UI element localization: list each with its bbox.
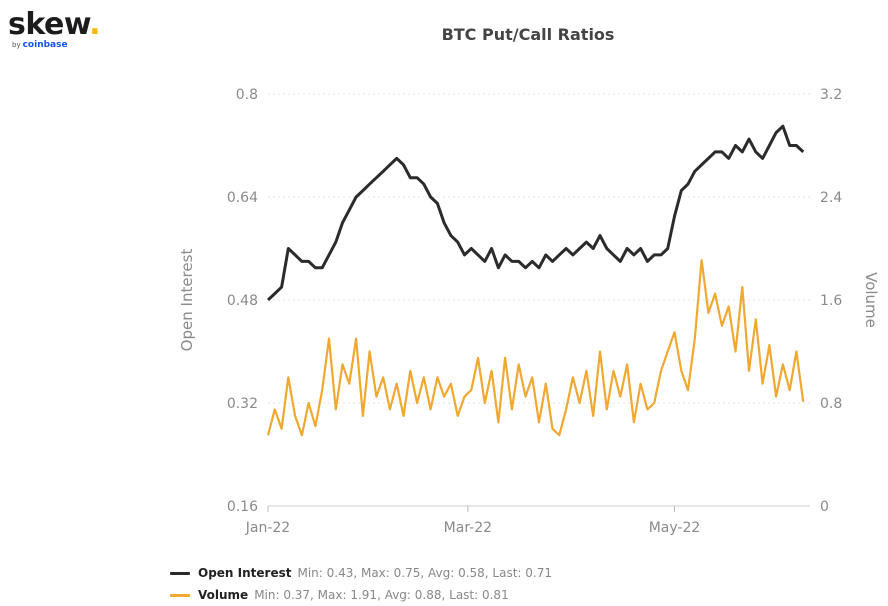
- legend-item-open-interest[interactable]: Open Interest Min: 0.43, Max: 0.75, Avg:…: [170, 562, 552, 584]
- x-tick-label: Jan-22: [245, 520, 290, 536]
- put-call-chart: BTC Put/Call Ratios 0.80.640.480.320.16 …: [178, 25, 880, 536]
- x-tick-label: Mar-22: [444, 520, 492, 536]
- y-tick-right-label: 2.4: [820, 190, 842, 206]
- chart-title: BTC Put/Call Ratios: [442, 25, 615, 44]
- legend-stats-open-interest: Min: 0.43, Max: 0.75, Avg: 0.58, Last: 0…: [297, 566, 552, 580]
- x-axis: Jan-22 Mar-22 May-22: [245, 506, 701, 536]
- logo-by: by: [12, 41, 21, 49]
- legend-name-open-interest: Open Interest: [198, 566, 292, 580]
- y-axis-left: 0.8 0.64 0.48 0.32 0.16: [227, 87, 258, 515]
- y-axis-left-label: Open Interest: [178, 249, 196, 352]
- y-tick-right-label: 0.8: [820, 396, 842, 412]
- series-line-volume: [266, 259, 805, 437]
- legend-name-volume: Volume: [198, 588, 249, 602]
- y-tick-left-label: 0.64: [227, 190, 258, 206]
- y-tick-left-label: 0.32: [227, 396, 258, 412]
- series-layer: [266, 124, 805, 437]
- logo-wordmark: skew.: [8, 7, 101, 42]
- y-axis-right-label: Volume: [862, 272, 880, 328]
- legend-swatch-open-interest: [170, 571, 190, 575]
- chart-legend: Open Interest Min: 0.43, Max: 0.75, Avg:…: [170, 562, 552, 606]
- y-tick-left-label: 0.48: [227, 293, 258, 309]
- x-tick-label: May-22: [649, 520, 701, 536]
- y-tick-right-label: 0: [820, 499, 829, 515]
- logo-subtitle: by coinbase: [12, 40, 100, 50]
- y-tick-right-label: 3.2: [820, 87, 842, 103]
- y-tick-left-label: 0.16: [227, 499, 258, 515]
- skew-logo: skew. by coinbase: [8, 7, 101, 51]
- legend-swatch-volume: [170, 593, 190, 597]
- logo-coinbase: coinbase: [22, 40, 68, 50]
- y-tick-left-label: 0.8: [236, 87, 258, 103]
- logo-dot: .: [89, 7, 101, 42]
- series-line-open-interest: [266, 124, 805, 302]
- legend-item-volume[interactable]: Volume Min: 0.37, Max: 1.91, Avg: 0.88, …: [170, 584, 552, 606]
- y-tick-right-label: 1.6: [820, 293, 842, 309]
- y-axis-right: 3.2 2.4 1.6 0.8 0: [820, 87, 842, 515]
- legend-stats-volume: Min: 0.37, Max: 1.91, Avg: 0.88, Last: 0…: [254, 588, 509, 602]
- logo-word: skew: [8, 7, 90, 42]
- grid-lines: [268, 93, 810, 507]
